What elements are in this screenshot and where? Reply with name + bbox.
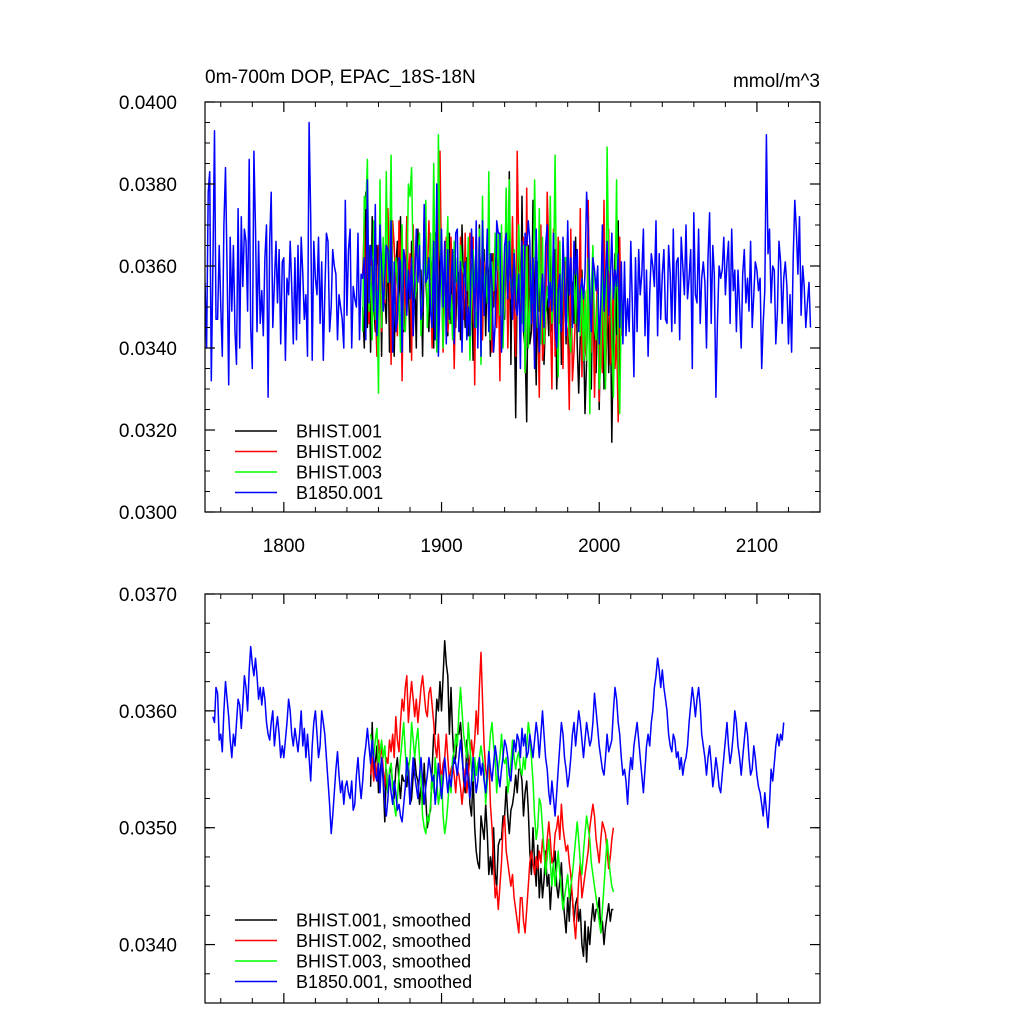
p0-legend-label-4: B1850.001 <box>296 483 383 503</box>
p0-xtick-label: 1900 <box>420 536 462 557</box>
p0-xtick-label: 2100 <box>736 536 778 557</box>
p1-series-group <box>212 639 785 963</box>
p0-ytick-label: 0.0360 <box>119 257 177 278</box>
p0-series-line-4 <box>205 121 812 398</box>
p0-ytick-label: 0.0300 <box>119 503 177 524</box>
p0-ytick-label: 0.0380 <box>119 175 177 196</box>
p0-legend-label-1: BHIST.001 <box>296 422 382 442</box>
p1-ytick-label: 0.0350 <box>119 819 177 840</box>
p0-ytick-label: 0.0320 <box>119 421 177 442</box>
p0-ytick-label: 0.0400 <box>119 93 177 114</box>
p1-legend-label-3: BHIST.003, smoothed <box>296 952 471 972</box>
p1-legend-label-2: BHIST.002, smoothed <box>296 931 471 951</box>
p0-xtick-label: 1800 <box>263 536 305 557</box>
p0-legend-label-2: BHIST.002 <box>296 442 382 462</box>
p1-series-line-3 <box>369 686 615 934</box>
p1-ytick-label: 0.0370 <box>119 585 177 606</box>
units-label: mmol/m^3 <box>733 71 820 92</box>
p1-legend-label-1: BHIST.001, smoothed <box>296 911 471 931</box>
p1-series-line-4 <box>212 645 785 835</box>
p1-legend-label-4: B1850.001, smoothed <box>296 972 472 992</box>
p1-ytick-label: 0.0360 <box>119 702 177 723</box>
bottom-panel-smoothed: 0.0340 0.0350 0.0360 0.0370 BHIST.001, smoot… <box>119 585 821 1004</box>
p0-series-group <box>205 121 812 444</box>
top-panel-timeseries: 0.0300 0.0320 0.0340 0.0360 0.0380 0.0400 1800… <box>119 93 821 557</box>
p0-legend-label-3: BHIST.003 <box>296 463 382 483</box>
p1-series-line-2 <box>369 651 615 940</box>
p1-ytick-label: 0.0340 <box>119 936 177 957</box>
figure-title: 0m-700m DOP, EPAC_18S-18N <box>205 67 476 88</box>
p0-xtick-label: 2000 <box>578 536 620 557</box>
p0-ytick-label: 0.0340 <box>119 339 177 360</box>
